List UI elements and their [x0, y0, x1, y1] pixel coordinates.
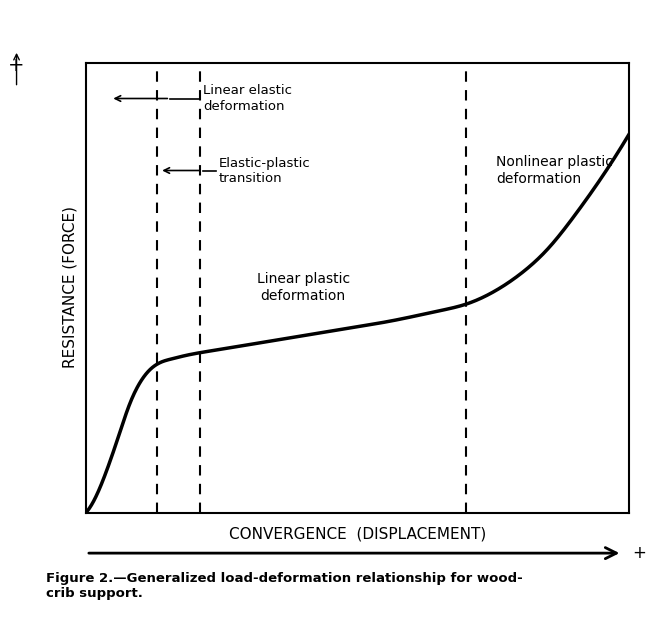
- Text: +: +: [9, 56, 24, 75]
- Text: Elastic-plastic
transition: Elastic-plastic transition: [219, 156, 310, 184]
- Text: Figure 2.—Generalized load-deformation relationship for wood-
crib support.: Figure 2.—Generalized load-deformation r…: [46, 572, 523, 600]
- Text: +: +: [632, 544, 646, 562]
- Y-axis label: RESISTANCE (FORCE): RESISTANCE (FORCE): [63, 206, 77, 369]
- Text: Linear plastic
deformation: Linear plastic deformation: [257, 272, 350, 302]
- Text: CONVERGENCE  (DISPLACEMENT): CONVERGENCE (DISPLACEMENT): [229, 527, 486, 542]
- Text: Nonlinear plastic
deformation: Nonlinear plastic deformation: [496, 156, 613, 186]
- Text: Linear elastic
deformation: Linear elastic deformation: [203, 84, 292, 112]
